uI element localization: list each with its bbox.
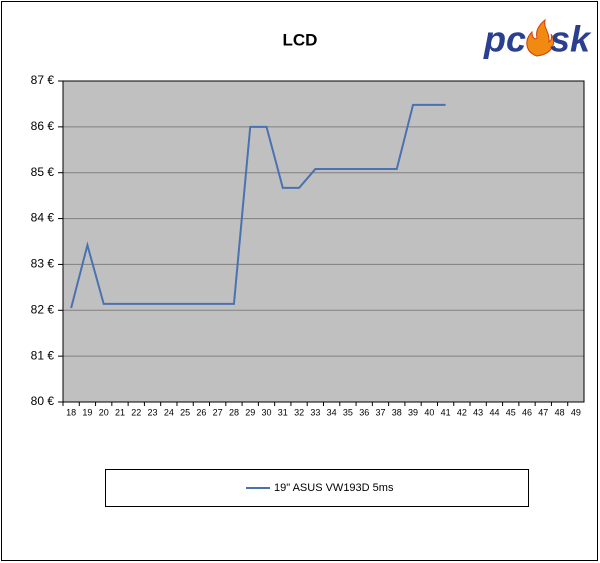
legend-label: 19" ASUS VW193D 5ms [274,482,394,494]
x-tick-label: 28 [229,407,239,417]
x-tick-label: 33 [310,407,320,417]
y-tick-label: 82 € [31,302,55,316]
x-tick-label: 35 [343,407,353,417]
y-tick-label: 81 € [31,348,55,362]
x-tick-label: 31 [278,407,288,417]
y-tick-label: 87 € [31,73,55,87]
logo-text: pc [483,19,526,60]
plot-area [63,81,584,402]
x-tick-label: 27 [213,407,223,417]
x-tick-label: 21 [115,407,125,417]
x-tick-label: 29 [245,407,255,417]
x-tick-label: 23 [148,407,158,417]
x-tick-label: 24 [164,407,174,417]
x-tick-label: 20 [99,407,109,417]
y-tick-label: 84 € [31,211,55,225]
logo-text: sk [550,19,592,60]
x-tick-label: 40 [424,407,434,417]
x-tick-label: 22 [131,407,141,417]
y-tick-label: 85 € [31,165,55,179]
x-tick-label: 37 [375,407,385,417]
x-tick-label: 19 [82,407,92,417]
x-tick-label: 47 [538,407,548,417]
x-tick-label: 18 [66,407,76,417]
y-tick-label: 86 € [31,119,55,133]
x-tick-label: 49 [571,407,581,417]
x-tick-label: 41 [441,407,451,417]
x-tick-label: 34 [327,407,337,417]
logo-flame [526,18,555,57]
x-tick-label: 26 [196,407,206,417]
x-tick-label: 45 [506,407,516,417]
y-tick-label: 80 € [31,394,55,408]
x-tick-label: 32 [294,407,304,417]
x-tick-label: 25 [180,407,190,417]
x-tick-label: 48 [555,407,565,417]
logo: pc sk [483,19,592,60]
x-tick-label: 30 [262,407,272,417]
x-tick-label: 46 [522,407,532,417]
x-tick-label: 42 [457,407,467,417]
chart-title: LCD [283,30,318,49]
x-tick-label: 36 [359,407,369,417]
x-tick-label: 44 [489,407,499,417]
y-tick-label: 83 € [31,257,55,271]
x-tick-label: 43 [473,407,483,417]
x-tick-label: 38 [392,407,402,417]
series-line [70,103,446,309]
legend [105,469,529,507]
x-tick-label: 39 [408,407,418,417]
